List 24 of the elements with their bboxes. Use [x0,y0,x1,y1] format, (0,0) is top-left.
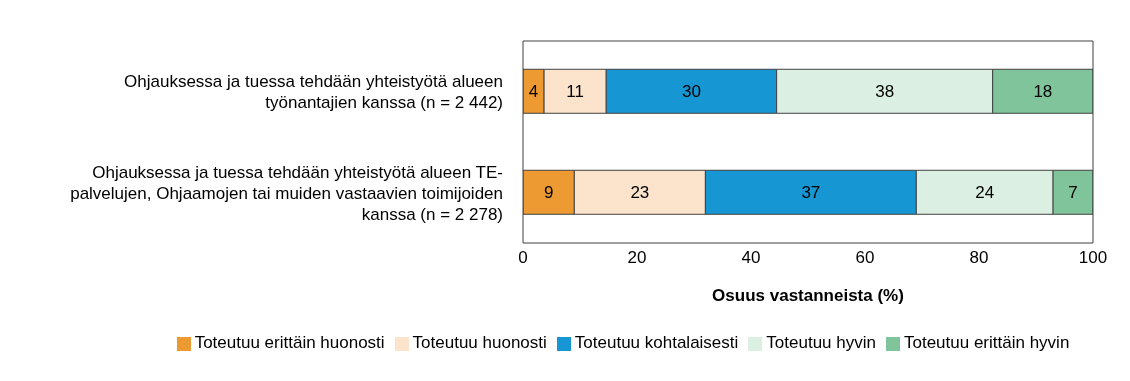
data-label: 18 [1033,81,1053,101]
legend-label: Toteutuu erittäin hyvin [903,333,1070,352]
x-tick-label: 0 [518,248,528,268]
x-tick-label: 60 [855,248,875,268]
data-label: 30 [681,81,701,101]
x-tick-label: 100 [1078,248,1108,268]
x-tick-label: 40 [741,248,761,268]
legend-label: Toteutuu kohtalaisesti [574,333,739,352]
data-label: 4 [528,81,539,101]
data-label: 11 [566,81,584,101]
data-label: 23 [630,182,650,202]
data-label: 24 [975,182,995,202]
x-tick-label: 80 [969,248,989,268]
y-tick-label: Ohjauksessa ja tuessa tehdään yhteistyötä alueen TE-palvelujen, Ohjaamojen tai muiden vastaavien toimijoiden kanssa (n = 2 278) [70,162,503,223]
legend-label: Toteutuu hyvin [766,333,876,352]
data-label: 7 [1068,182,1078,202]
data-label: 38 [875,81,895,101]
legend-label: Toteutuu huonosti [412,333,547,352]
x-tick-label: 20 [627,248,647,268]
y-tick-label: Ohjauksessa ja tuessa tehdään yhteistyötä alueen työnantajien kanssa (n = 2 442) [124,71,503,112]
legend-label: Toteutuu erittäin huonosti [194,333,385,352]
x-axis-title: Osuus vastanneista (%) [712,286,904,305]
data-label: 37 [801,182,821,202]
data-label: 9 [543,182,554,202]
